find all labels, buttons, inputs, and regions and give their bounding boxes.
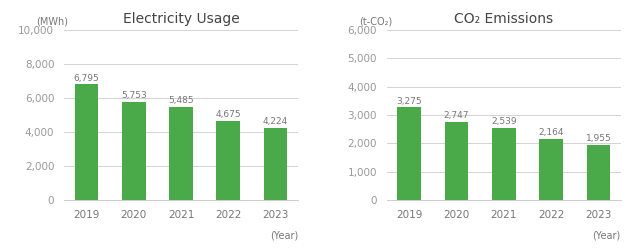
Text: 3,275: 3,275: [397, 96, 422, 106]
Text: 2,539: 2,539: [491, 117, 516, 126]
Text: (Year): (Year): [269, 230, 298, 240]
Text: 4,224: 4,224: [263, 118, 288, 126]
Bar: [492, 128, 516, 200]
Bar: [264, 128, 287, 200]
Bar: [169, 107, 193, 200]
Text: 1,955: 1,955: [586, 134, 611, 143]
Title: Electricity Usage: Electricity Usage: [123, 12, 239, 26]
Bar: [397, 107, 421, 200]
Title: CO₂ Emissions: CO₂ Emissions: [454, 12, 554, 26]
Bar: [122, 102, 145, 200]
Text: 2,747: 2,747: [444, 112, 469, 120]
Text: 6,795: 6,795: [74, 74, 99, 83]
Bar: [586, 144, 610, 200]
Text: (MWh): (MWh): [36, 16, 68, 26]
Bar: [540, 139, 563, 200]
Bar: [445, 122, 468, 200]
Bar: [75, 84, 99, 200]
Text: 5,485: 5,485: [168, 96, 194, 105]
Text: (Year): (Year): [593, 230, 621, 240]
Text: 2,164: 2,164: [538, 128, 564, 137]
Text: (t-CO₂): (t-CO₂): [359, 16, 392, 26]
Text: 4,675: 4,675: [216, 110, 241, 119]
Bar: [216, 120, 240, 200]
Text: 5,753: 5,753: [121, 92, 147, 100]
